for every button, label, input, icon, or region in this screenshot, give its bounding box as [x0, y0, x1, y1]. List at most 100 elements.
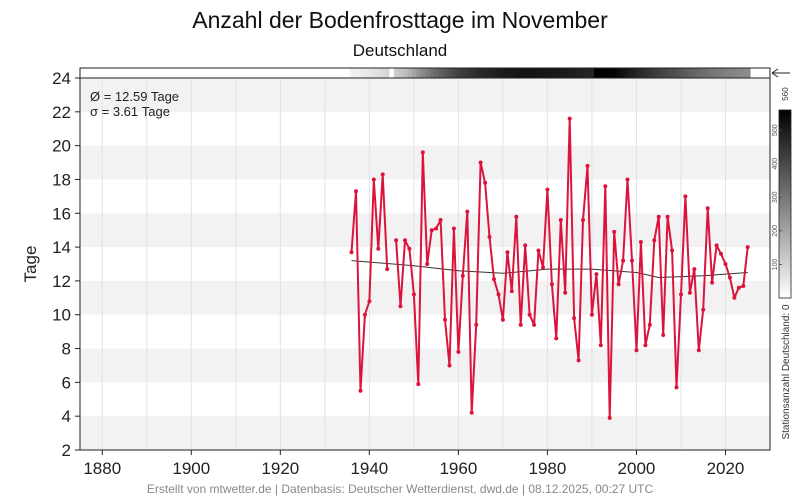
- station-count-cell: [491, 68, 497, 78]
- data-point: [581, 218, 585, 222]
- station-count-cell: [629, 68, 635, 78]
- station-count-cell: [478, 68, 484, 78]
- data-point: [496, 292, 501, 297]
- series-layer: [349, 116, 750, 420]
- data-point: [518, 322, 523, 327]
- data-point: [536, 248, 541, 253]
- data-point: [358, 388, 363, 393]
- data-point: [438, 218, 443, 222]
- data-point: [616, 282, 621, 287]
- background-band: [80, 78, 770, 112]
- x-tick-label: 1920: [261, 459, 299, 478]
- x-tick-label: 1880: [83, 459, 121, 478]
- y-tick-label: 22: [52, 103, 71, 122]
- data-point: [407, 246, 412, 251]
- background-band: [80, 145, 770, 180]
- station-count-cell: [549, 68, 555, 78]
- station-count-cell: [571, 68, 577, 78]
- data-point: [443, 317, 447, 322]
- data-point: [652, 238, 657, 243]
- station-count-cell: [723, 68, 729, 78]
- station-count-cell: [416, 68, 422, 78]
- data-point: [460, 273, 465, 278]
- y-axis-label: Tage: [21, 246, 40, 283]
- data-point: [679, 292, 683, 297]
- station-count-cell: [687, 68, 693, 78]
- data-point: [420, 150, 425, 155]
- data-point: [549, 282, 554, 287]
- station-count-cell: [576, 68, 582, 78]
- y-tick-label: 6: [62, 373, 71, 392]
- data-point: [523, 243, 528, 248]
- data-point: [425, 262, 430, 266]
- station-strip-arrow-icon: [771, 68, 790, 78]
- data-point: [710, 280, 715, 285]
- y-tick-label: 4: [62, 407, 71, 426]
- data-point: [474, 322, 479, 327]
- data-point: [727, 275, 732, 280]
- station-count-cell: [732, 68, 738, 78]
- station-count-cell: [554, 68, 560, 78]
- data-point: [416, 382, 421, 387]
- y-tick-label: 16: [52, 204, 71, 223]
- data-point: [354, 189, 358, 194]
- station-count-cell: [718, 68, 724, 78]
- station-count-cell: [709, 68, 715, 78]
- station-count-cell: [358, 68, 364, 78]
- station-count-cell: [669, 68, 675, 78]
- station-count-cell: [376, 68, 382, 78]
- data-point: [656, 214, 661, 219]
- x-tick-label: 2020: [707, 459, 745, 478]
- station-count-cell: [442, 68, 448, 78]
- station-legend-tick-label: 200: [772, 225, 779, 237]
- station-count-cell: [500, 68, 506, 78]
- station-count-cell: [540, 68, 546, 78]
- station-count-cell: [625, 68, 631, 78]
- station-legend-label: Stationsanzahl Deutschland: 0: [781, 304, 792, 440]
- data-point: [665, 214, 670, 219]
- data-point: [674, 385, 679, 390]
- station-count-cell: [603, 68, 609, 78]
- data-point: [607, 415, 612, 420]
- y-tick-label: 18: [52, 170, 71, 189]
- station-count-strip: [349, 68, 751, 78]
- data-point: [554, 336, 559, 341]
- station-count-cell: [438, 68, 444, 78]
- station-count-cell: [678, 68, 684, 78]
- data-point: [598, 343, 603, 348]
- station-count-cell: [425, 68, 431, 78]
- data-point: [572, 316, 577, 321]
- data-point: [456, 349, 461, 354]
- data-point: [683, 194, 688, 199]
- station-count-cell: [398, 68, 404, 78]
- station-count-cell: [429, 68, 435, 78]
- background-band: [80, 348, 770, 383]
- data-point: [367, 299, 372, 304]
- y-tick-label: 12: [52, 272, 71, 291]
- background-band: [80, 416, 770, 450]
- y-tick-label: 2: [62, 441, 71, 460]
- data-point: [705, 206, 710, 211]
- y-tick-label: 8: [62, 340, 71, 359]
- station-count-cell: [456, 68, 462, 78]
- data-point: [612, 229, 617, 234]
- data-point: [714, 243, 719, 248]
- data-point: [701, 307, 706, 312]
- station-count-cell: [652, 68, 658, 78]
- vertical-gridlines: [101, 78, 726, 450]
- data-point: [696, 348, 701, 353]
- data-point: [451, 226, 456, 231]
- data-point: [527, 312, 532, 317]
- station-count-cell: [451, 68, 457, 78]
- station-count-cell: [393, 68, 399, 78]
- station-count-cell: [705, 68, 711, 78]
- station-count-cell: [460, 68, 466, 78]
- y-tick-label: 14: [52, 238, 71, 257]
- x-tick-label: 1960: [439, 459, 477, 478]
- data-point: [349, 250, 354, 255]
- station-legend-tick-label: 400: [772, 158, 779, 170]
- y-tick-label: 24: [52, 69, 71, 88]
- station-count-cell: [371, 68, 377, 78]
